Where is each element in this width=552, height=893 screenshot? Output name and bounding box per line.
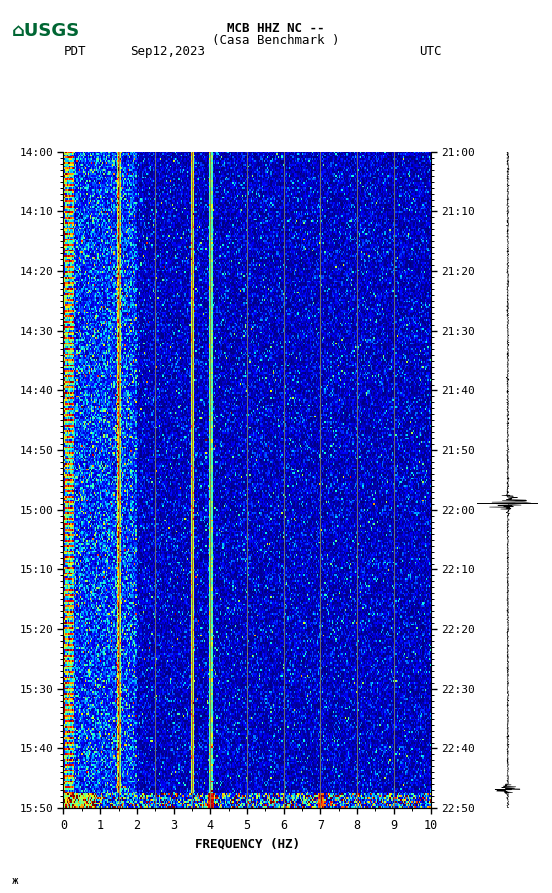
Text: ⌂USGS: ⌂USGS	[12, 22, 81, 40]
Text: MCB HHZ NC --: MCB HHZ NC --	[227, 22, 325, 36]
Text: (Casa Benchmark ): (Casa Benchmark )	[213, 34, 339, 47]
X-axis label: FREQUENCY (HZ): FREQUENCY (HZ)	[194, 837, 300, 850]
Text: Sep12,2023: Sep12,2023	[130, 45, 205, 58]
Text: UTC: UTC	[420, 45, 442, 58]
Text: ж: ж	[12, 876, 19, 886]
Text: PDT: PDT	[63, 45, 86, 58]
